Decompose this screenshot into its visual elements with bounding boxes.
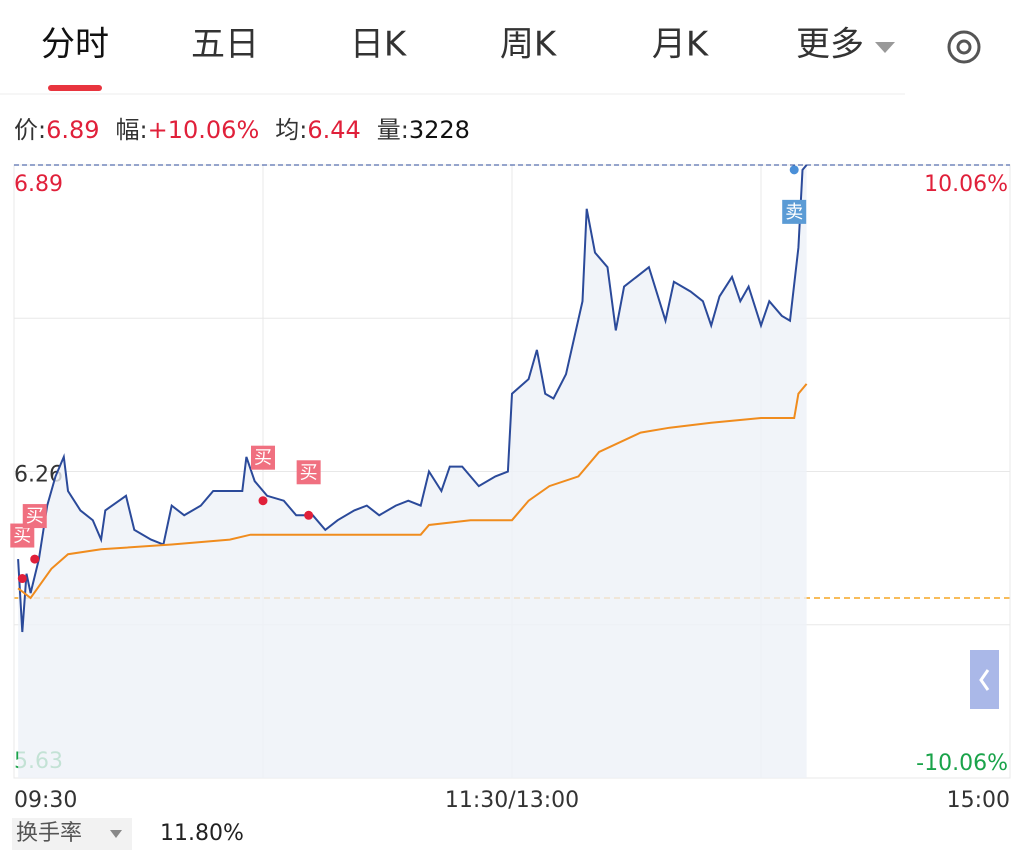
footer-value: 11.80% [160,821,244,846]
x-tick-label: 11:30/13:00 [445,788,579,813]
settings-icon[interactable] [947,30,981,64]
trade-badge [296,460,321,485]
trade-dot [258,496,268,506]
price-line [17,383,808,600]
quote-value: +10.06% [148,116,260,144]
trade-badge [22,504,47,529]
area-fill [18,165,807,778]
y2-tick-label: 10.06% [924,172,1008,197]
quote-bar: 价: 6.89 幅: +10.06% 均: 6.44 量: 3228 [14,116,470,144]
trade-label: 买 [26,506,44,527]
quote-value: 6.89 [46,116,99,144]
dropdown-arrow [110,830,122,838]
trade-dot [30,554,40,564]
trade-label: 卖 [785,202,803,223]
collapse-button[interactable] [970,650,999,709]
tab[interactable]: 日K [350,25,408,65]
y-tick-label: 6.89 [14,172,63,197]
x-tick-label: 15:00 [947,788,1010,813]
dropdown-arrow [875,42,895,53]
trade-label: 买 [254,448,272,469]
collapse-bg [970,650,999,709]
trade-dot [17,574,27,584]
footer-label: 换手率 [16,821,82,846]
tab[interactable]: 月K [652,25,710,65]
quote-label: 幅: [116,116,148,144]
quote-label: 均: [275,116,307,144]
trade-dot [789,165,799,175]
x-tick-label: 09:30 [14,788,77,813]
tab[interactable]: 周K [500,25,558,65]
quote-label: 量: [377,116,409,144]
tab[interactable]: 分时 [41,25,109,65]
quote-value: 3228 [409,116,470,144]
quote-label: 价: [14,116,46,144]
tab[interactable]: 更多 [796,25,864,65]
y2-tick-label: -10.06% [916,751,1008,776]
quote-value: 6.44 [307,116,360,144]
footer-select[interactable] [12,818,132,850]
footer: 换手率 11.80% [12,818,244,850]
collapse-icon [979,669,990,691]
price-line [17,164,808,633]
trade-label: 买 [300,462,318,483]
trade-dot [304,510,314,520]
tab-indicator [48,85,102,91]
trade-badge [251,445,275,470]
trade-badge [782,199,807,224]
trade-label: 买 [13,526,31,547]
tab[interactable]: 五日 [191,25,259,65]
tab-bar: 分时 五日 日K 周K 月K 更多 [0,25,981,95]
